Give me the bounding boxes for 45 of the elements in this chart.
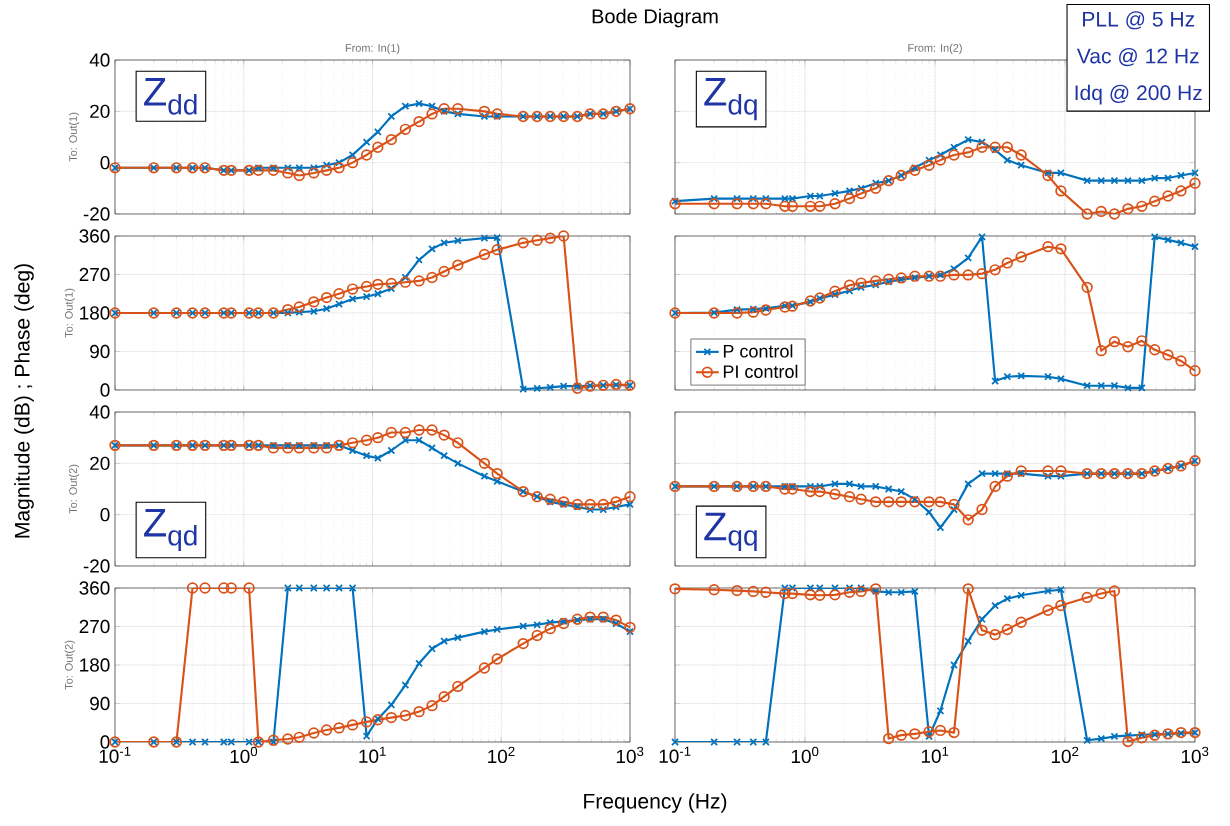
y-tick-label: -20 <box>83 559 110 573</box>
chart-subtitle: From: In(2) <box>908 43 962 54</box>
y-tick-label: 360 <box>79 581 110 595</box>
annotation: Idq @ 200 Hz <box>1075 84 1202 105</box>
annotation: Z$_{qq}$ <box>704 512 757 552</box>
annotation: Z$_{dd}$ <box>144 77 197 115</box>
x-tick-label: 10$^{2}$ <box>1051 746 1079 764</box>
y-axis-title: To: Out(2) <box>68 464 80 514</box>
y-tick-label: 0 <box>100 507 110 522</box>
y-axis-title: To: Out(1) <box>64 288 75 338</box>
x-tick-label: 10$^{0}$ <box>230 746 258 764</box>
x-tick-label: 10$^{2}$ <box>488 746 515 764</box>
y-tick-label: 40 <box>89 53 110 67</box>
y-tick-label: 0 <box>100 155 110 170</box>
y-tick-label: 270 <box>79 619 110 634</box>
y-tick-label: 360 <box>79 229 110 243</box>
y-axis-title: To: Out(2) <box>64 640 75 690</box>
y-tick-label: 180 <box>80 306 110 320</box>
chart-title: Bode Diagram <box>592 8 718 28</box>
y-tick-label: 180 <box>80 658 110 672</box>
legend-label: P control <box>723 344 793 358</box>
y-tick-label: -20 <box>83 207 110 221</box>
x-tick-label: 10$^{1}$ <box>921 746 949 763</box>
y-tick-label: 270 <box>79 267 110 282</box>
y-tick-label: 90 <box>90 344 110 359</box>
annotation: Z$_{qd}$ <box>144 508 197 552</box>
text: PLL @ 5 Hz <box>1083 11 1195 30</box>
y-tick-label: 90 <box>90 696 110 711</box>
x-tick-label: 10$^{3}$ <box>1181 746 1209 764</box>
text: Magnitude (dB) ; Phase (deg) <box>14 264 34 538</box>
x-tick-label: 10$^{1}$ <box>359 746 386 763</box>
y-axis-title: To: Out(1) <box>68 112 80 162</box>
x-tick-label: 10$^{3}$ <box>616 746 644 764</box>
legend-label: PI control <box>723 364 798 378</box>
y-tick-label: 20 <box>90 456 110 471</box>
x-tick-label: 10$^{-1}$ <box>659 746 691 763</box>
y-tick-label: 40 <box>89 405 110 419</box>
x-tick-label: 10$^{0}$ <box>791 746 819 764</box>
annotation: Vac @ 12 Hz <box>1076 48 1199 67</box>
y-tick-label: 0 <box>100 735 110 749</box>
x-axis-title: Frequency (Hz) <box>584 793 727 813</box>
y-tick-label: 20 <box>90 104 110 119</box>
chart-subtitle: From: In(1) <box>345 43 400 54</box>
annotation: Z$_{dq}$ <box>704 77 757 121</box>
y-tick-label: 0 <box>100 383 110 397</box>
